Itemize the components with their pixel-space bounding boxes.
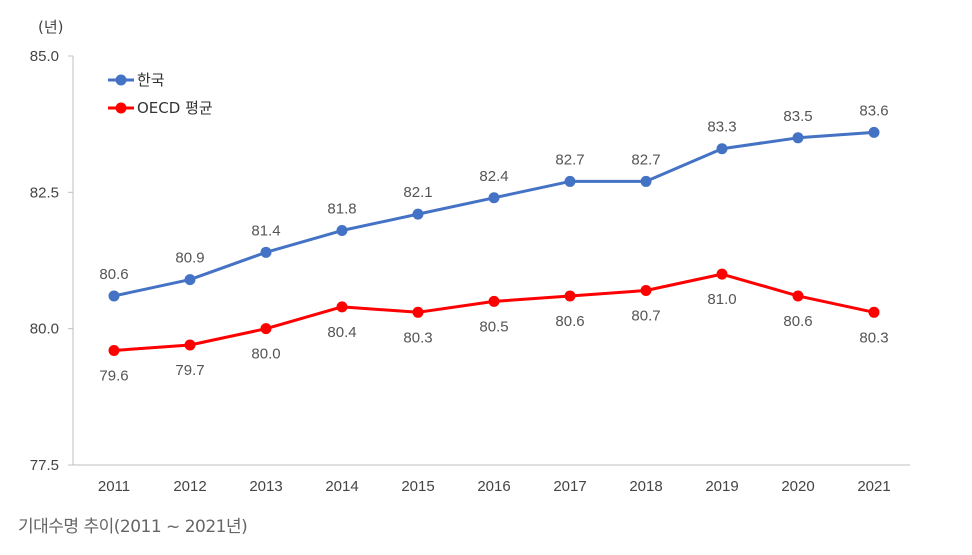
data-point [716,268,728,280]
data-point [184,339,196,351]
data-label: 80.3 [403,329,432,346]
data-label: 83.6 [859,102,888,119]
data-point [640,284,652,296]
data-label: 82.7 [555,151,584,168]
x-tick-label: 2018 [629,478,662,495]
data-point [184,274,196,286]
data-point [260,246,272,258]
data-label: 79.6 [99,367,128,384]
data-point [792,290,804,302]
data-label: 80.0 [251,346,280,363]
y-axis-unit-label: (년) [38,18,64,36]
data-label: 80.3 [859,329,888,346]
x-tick-label: 2021 [857,478,890,495]
data-label: 80.6 [783,313,812,330]
data-label: 82.1 [403,184,432,201]
data-label: 80.7 [631,307,660,324]
x-tick-label: 2017 [553,478,586,495]
x-tick-label: 2019 [705,478,738,495]
data-label: 80.6 [99,266,128,283]
data-point [108,290,120,302]
series-line-korea [113,130,875,298]
data-point [488,295,500,307]
data-label: 80.5 [479,318,508,335]
y-tick-label: 85.0 [30,48,59,65]
data-point [792,132,804,144]
x-tick-label: 2012 [173,478,206,495]
data-point [564,290,576,302]
data-label: 82.7 [631,151,660,168]
legend-label: OECD 평균 [137,99,213,117]
data-label: 79.7 [175,362,204,379]
y-tick-label: 80.0 [30,321,59,338]
data-label: 83.5 [783,108,812,125]
legend-marker [115,102,127,114]
data-point [716,143,728,155]
life-expectancy-line-chart: 77.5 80.0 82.5 85.0 2011 2012 2013 2014 2015 2016… [30,48,910,495]
x-tick-label: 2015 [401,478,434,495]
data-label: 80.6 [555,313,584,330]
chart-caption: 기대수명 추이(2011 ~ 2021년) [18,517,248,537]
data-point [336,301,348,313]
data-label: 80.4 [327,324,356,341]
data-label: 82.4 [479,168,508,185]
data-label: 83.3 [707,119,736,136]
y-tick-label: 82.5 [30,184,59,201]
data-point [868,306,880,318]
data-point [336,225,348,237]
y-tick-label: 77.5 [30,457,59,474]
data-label: 81.8 [327,201,356,218]
data-label: 81.0 [707,291,736,308]
x-tick-label: 2011 [98,478,130,495]
data-point [412,306,424,318]
x-tick-label: 2014 [325,478,358,495]
data-point [108,344,120,356]
data-point [488,192,500,204]
data-label: 80.9 [175,250,204,267]
x-tick-label: 2013 [249,478,282,495]
data-point [260,323,272,335]
x-tick-label: 2020 [781,478,814,495]
x-tick-label: 2016 [477,478,510,495]
data-point [640,175,652,187]
data-point [412,208,424,220]
series-line-oecd [113,272,875,352]
data-label: 81.4 [251,222,280,239]
legend-marker [115,74,127,86]
data-point [564,175,576,187]
data-point [868,126,880,138]
legend-label: 한국 [137,71,165,89]
